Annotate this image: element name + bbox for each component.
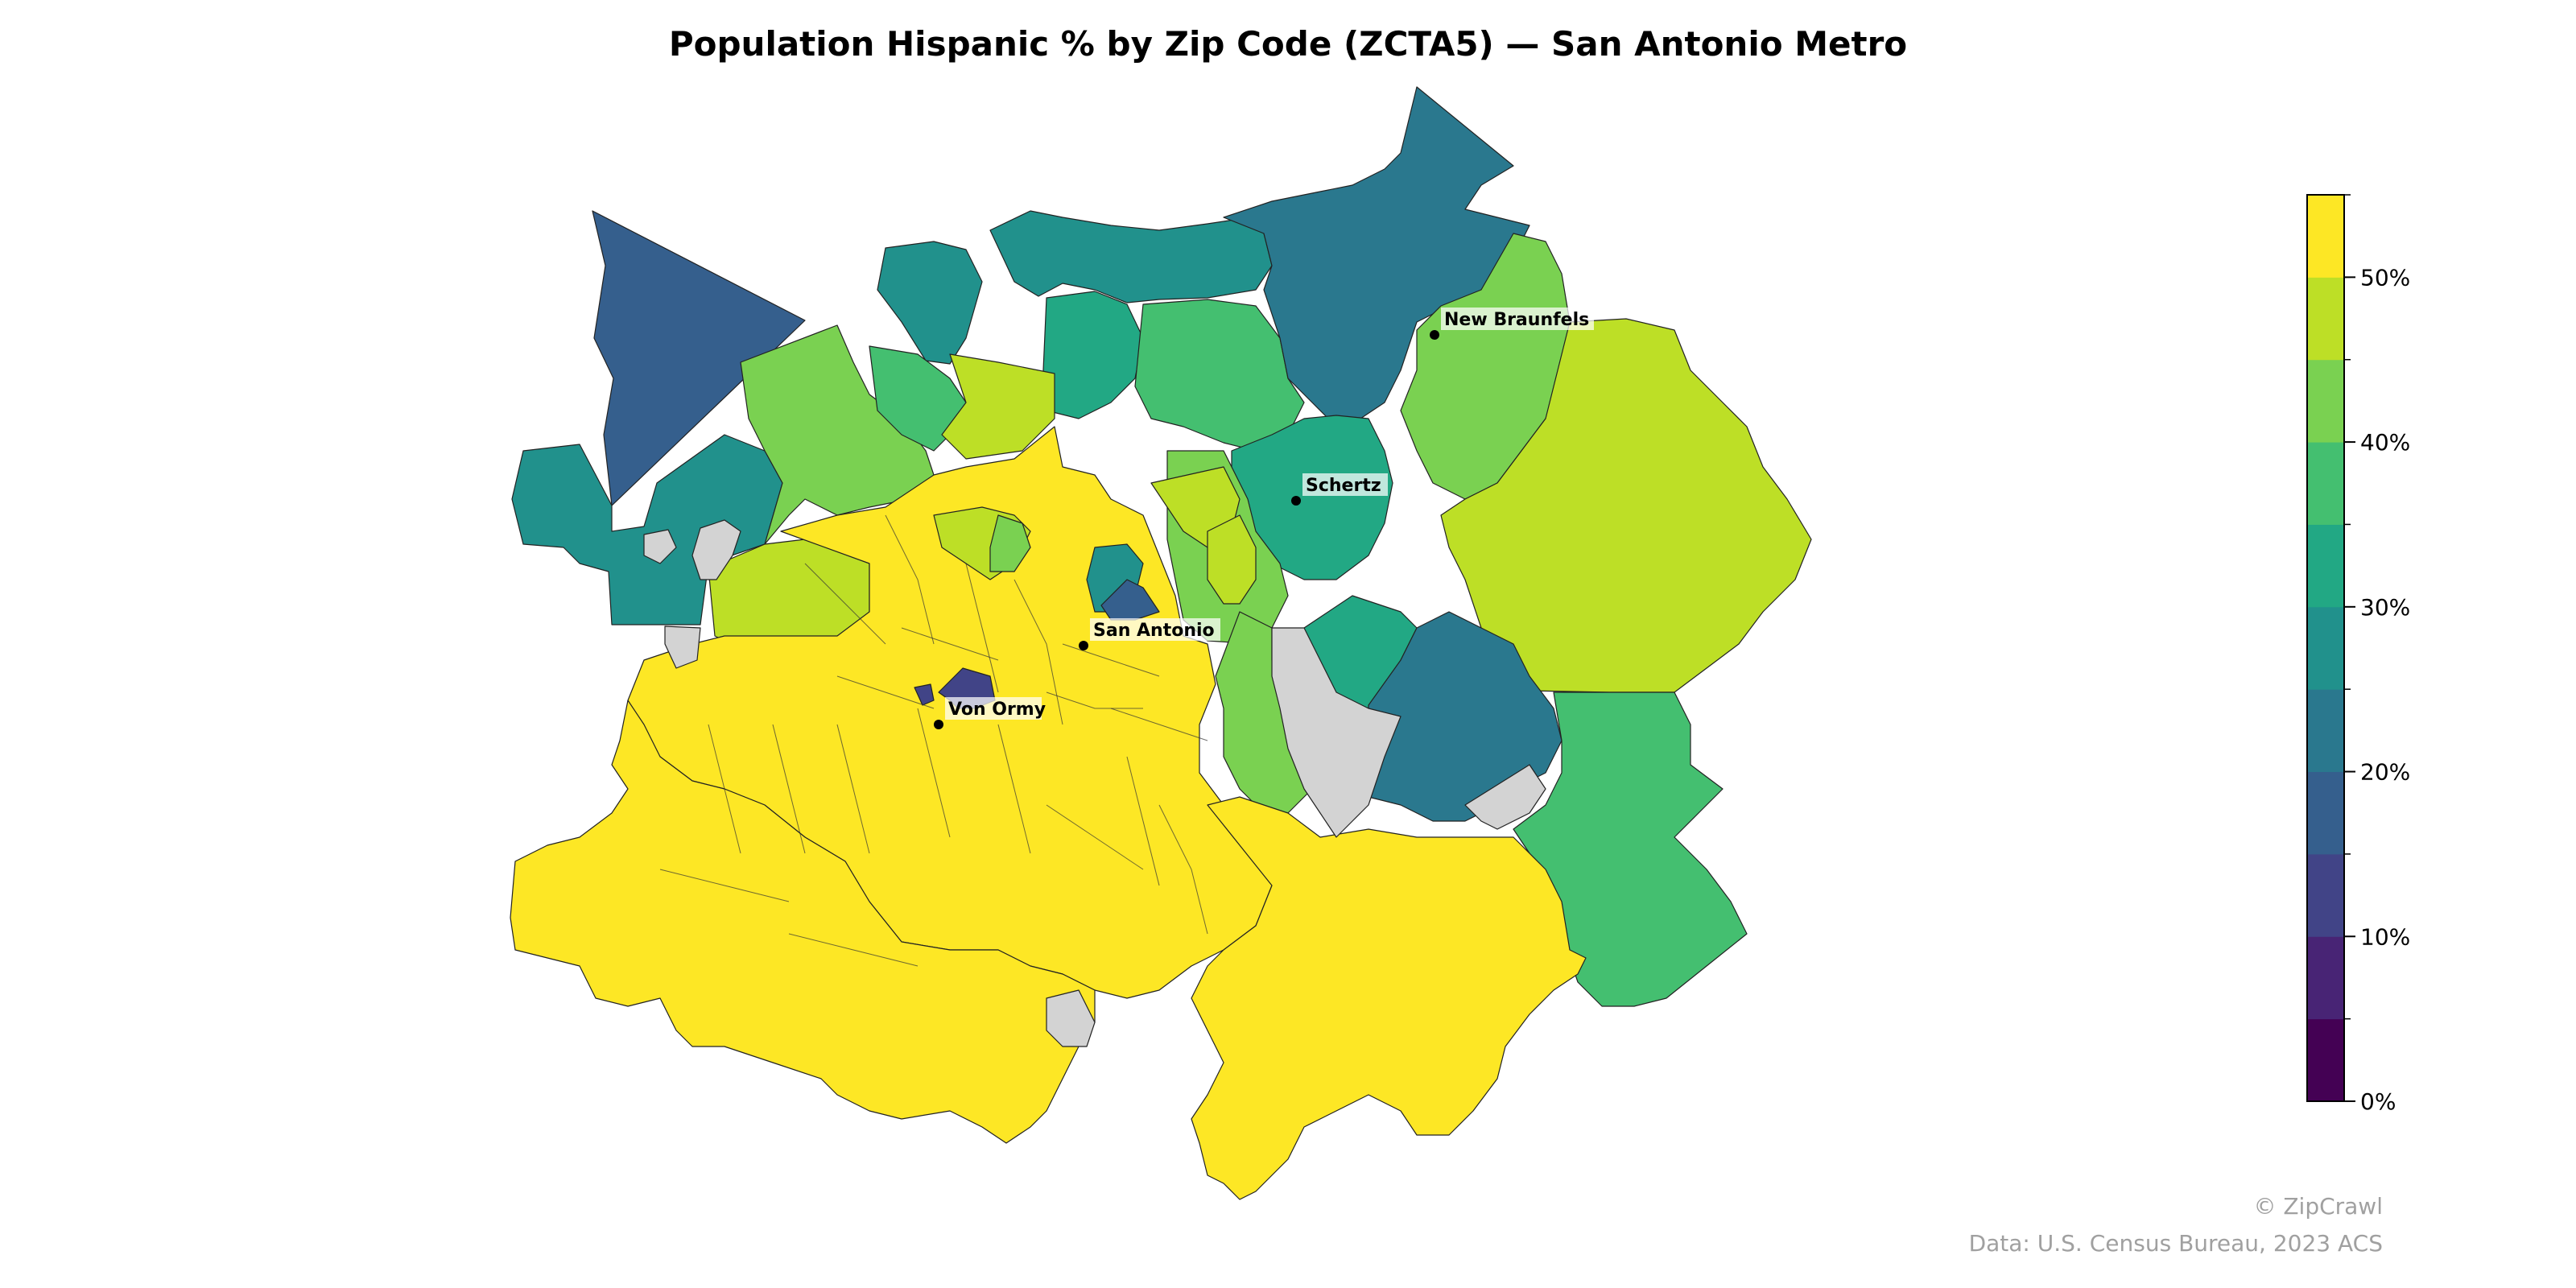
colorbar-tick-label: 40% <box>2360 429 2410 456</box>
colorbar-bin <box>2307 1018 2344 1102</box>
colorbar-tick-label: 0% <box>2360 1088 2396 1115</box>
zcta-region-se-green-big <box>1513 691 1748 1007</box>
zcta-boundary-line <box>1062 643 1160 677</box>
place-dot <box>1430 330 1439 340</box>
zcta-boundary-line <box>901 627 999 661</box>
zcta-region-nodata-6 <box>1046 989 1096 1047</box>
zcta-region-nodata-1 <box>643 529 677 564</box>
place-label: Schertz <box>1306 476 1381 496</box>
zcta-boundary-line <box>997 724 1031 854</box>
zcta-boundary-line <box>1110 708 1208 741</box>
zcta-region-nodata-4 <box>1271 627 1402 838</box>
place-dot <box>1291 496 1301 506</box>
zcta-boundary-line <box>1126 756 1160 886</box>
colorbar-tick-label: 50% <box>2360 264 2410 291</box>
zcta-boundary-line <box>1158 804 1208 935</box>
zcta-region-n-teal-4 <box>1042 291 1144 419</box>
place-label-background <box>1090 618 1220 641</box>
zcta-boundary-line <box>1013 579 1063 725</box>
zcta-region-w-green-1 <box>740 324 935 545</box>
colorbar-bin <box>2307 853 2344 937</box>
place-label: San Antonio <box>1093 621 1215 641</box>
zcta-boundary-line <box>788 933 919 967</box>
zcta-region-south-yellow-big <box>1191 796 1587 1200</box>
colorbar-bin <box>2307 359 2344 443</box>
zcta-region-n-teal-3 <box>989 210 1273 303</box>
source-text: Data: U.S. Census Bureau, 2023 ACS <box>1968 1230 2383 1257</box>
zcta-boundary-line <box>659 869 790 902</box>
place-label-background <box>1441 308 1594 330</box>
colorbar-bin <box>2307 524 2344 608</box>
zcta-regions <box>510 86 1812 1200</box>
zcta-boundary-line <box>1046 804 1144 870</box>
credit-text: © ZipCrawl <box>2253 1193 2383 1220</box>
zcta-region-n-teal-2 <box>877 241 983 365</box>
map-title: Population Hispanic % by Zip Code (ZCTA5… <box>668 24 1908 64</box>
colorbar-bin <box>2307 277 2344 361</box>
place-marker: New Braunfels <box>1430 308 1594 340</box>
zcta-region-sw-purple-small <box>914 683 935 706</box>
colorbar-frame <box>2306 194 2345 1102</box>
colorbar-tick-label: 30% <box>2360 594 2410 621</box>
zcta-boundary-line <box>804 563 886 645</box>
colorbar-bin <box>2307 442 2344 525</box>
zcta-boundary-line <box>836 724 870 854</box>
colorbar-bin <box>2307 689 2344 773</box>
place-marker: San Antonio <box>1079 618 1220 650</box>
colorbar-bin <box>2307 936 2344 1020</box>
colorbar-bin <box>2307 195 2344 278</box>
zcta-boundary-line <box>708 724 741 854</box>
zcta-boundary-line <box>836 675 935 709</box>
place-marker: Schertz <box>1291 473 1388 506</box>
place-label: Von Ormy <box>948 700 1046 720</box>
place-markers: New Braunfels Schertz San Antonio Von Ormy <box>934 308 1594 729</box>
zcta-region-nodata-3 <box>664 625 701 669</box>
zcta-region-center-green-6 <box>989 514 1031 572</box>
colorbar: 0% 10% 20% 30% 40% 50% <box>2306 194 2410 1115</box>
zcta-boundary-line <box>885 514 935 645</box>
zcta-boundary-line <box>772 724 806 854</box>
place-dot <box>1079 641 1088 650</box>
zcta-region-n-lime-1 <box>941 353 1055 460</box>
place-label-background <box>945 697 1042 720</box>
zcta-boundaries <box>659 514 1208 967</box>
zcta-boundary-line <box>965 563 999 693</box>
place-label: New Braunfels <box>1444 310 1589 330</box>
zcta-region-nodata-5 <box>1464 764 1546 830</box>
colorbar-bin <box>2307 606 2344 690</box>
colorbar-tick-label: 10% <box>2360 923 2410 950</box>
zcta-region-center-lime-5 <box>1207 514 1257 605</box>
zcta-region-e-lime-big <box>1440 318 1812 693</box>
zcta-region-sw-yellow-big <box>510 700 1096 1144</box>
place-marker: Von Ormy <box>934 697 1046 729</box>
place-dot <box>934 720 943 729</box>
colorbar-bin <box>2307 771 2344 855</box>
zcta-region-nodata-2 <box>691 519 741 580</box>
colorbar-tick-label: 20% <box>2360 759 2410 786</box>
zcta-boundary-line <box>917 708 951 838</box>
place-label-background <box>1302 473 1388 496</box>
zcta-boundary-line <box>1046 691 1143 709</box>
